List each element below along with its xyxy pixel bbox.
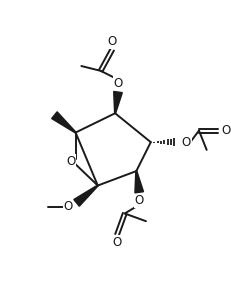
Text: O: O <box>66 155 75 168</box>
Polygon shape <box>52 112 76 133</box>
Polygon shape <box>135 171 143 193</box>
Text: O: O <box>112 236 122 249</box>
Text: O: O <box>221 124 231 137</box>
Text: O: O <box>113 77 123 90</box>
Text: O: O <box>135 195 144 207</box>
Text: O: O <box>182 136 191 149</box>
Polygon shape <box>114 91 122 113</box>
Text: O: O <box>108 35 117 48</box>
Polygon shape <box>74 185 98 206</box>
Text: O: O <box>63 200 73 213</box>
